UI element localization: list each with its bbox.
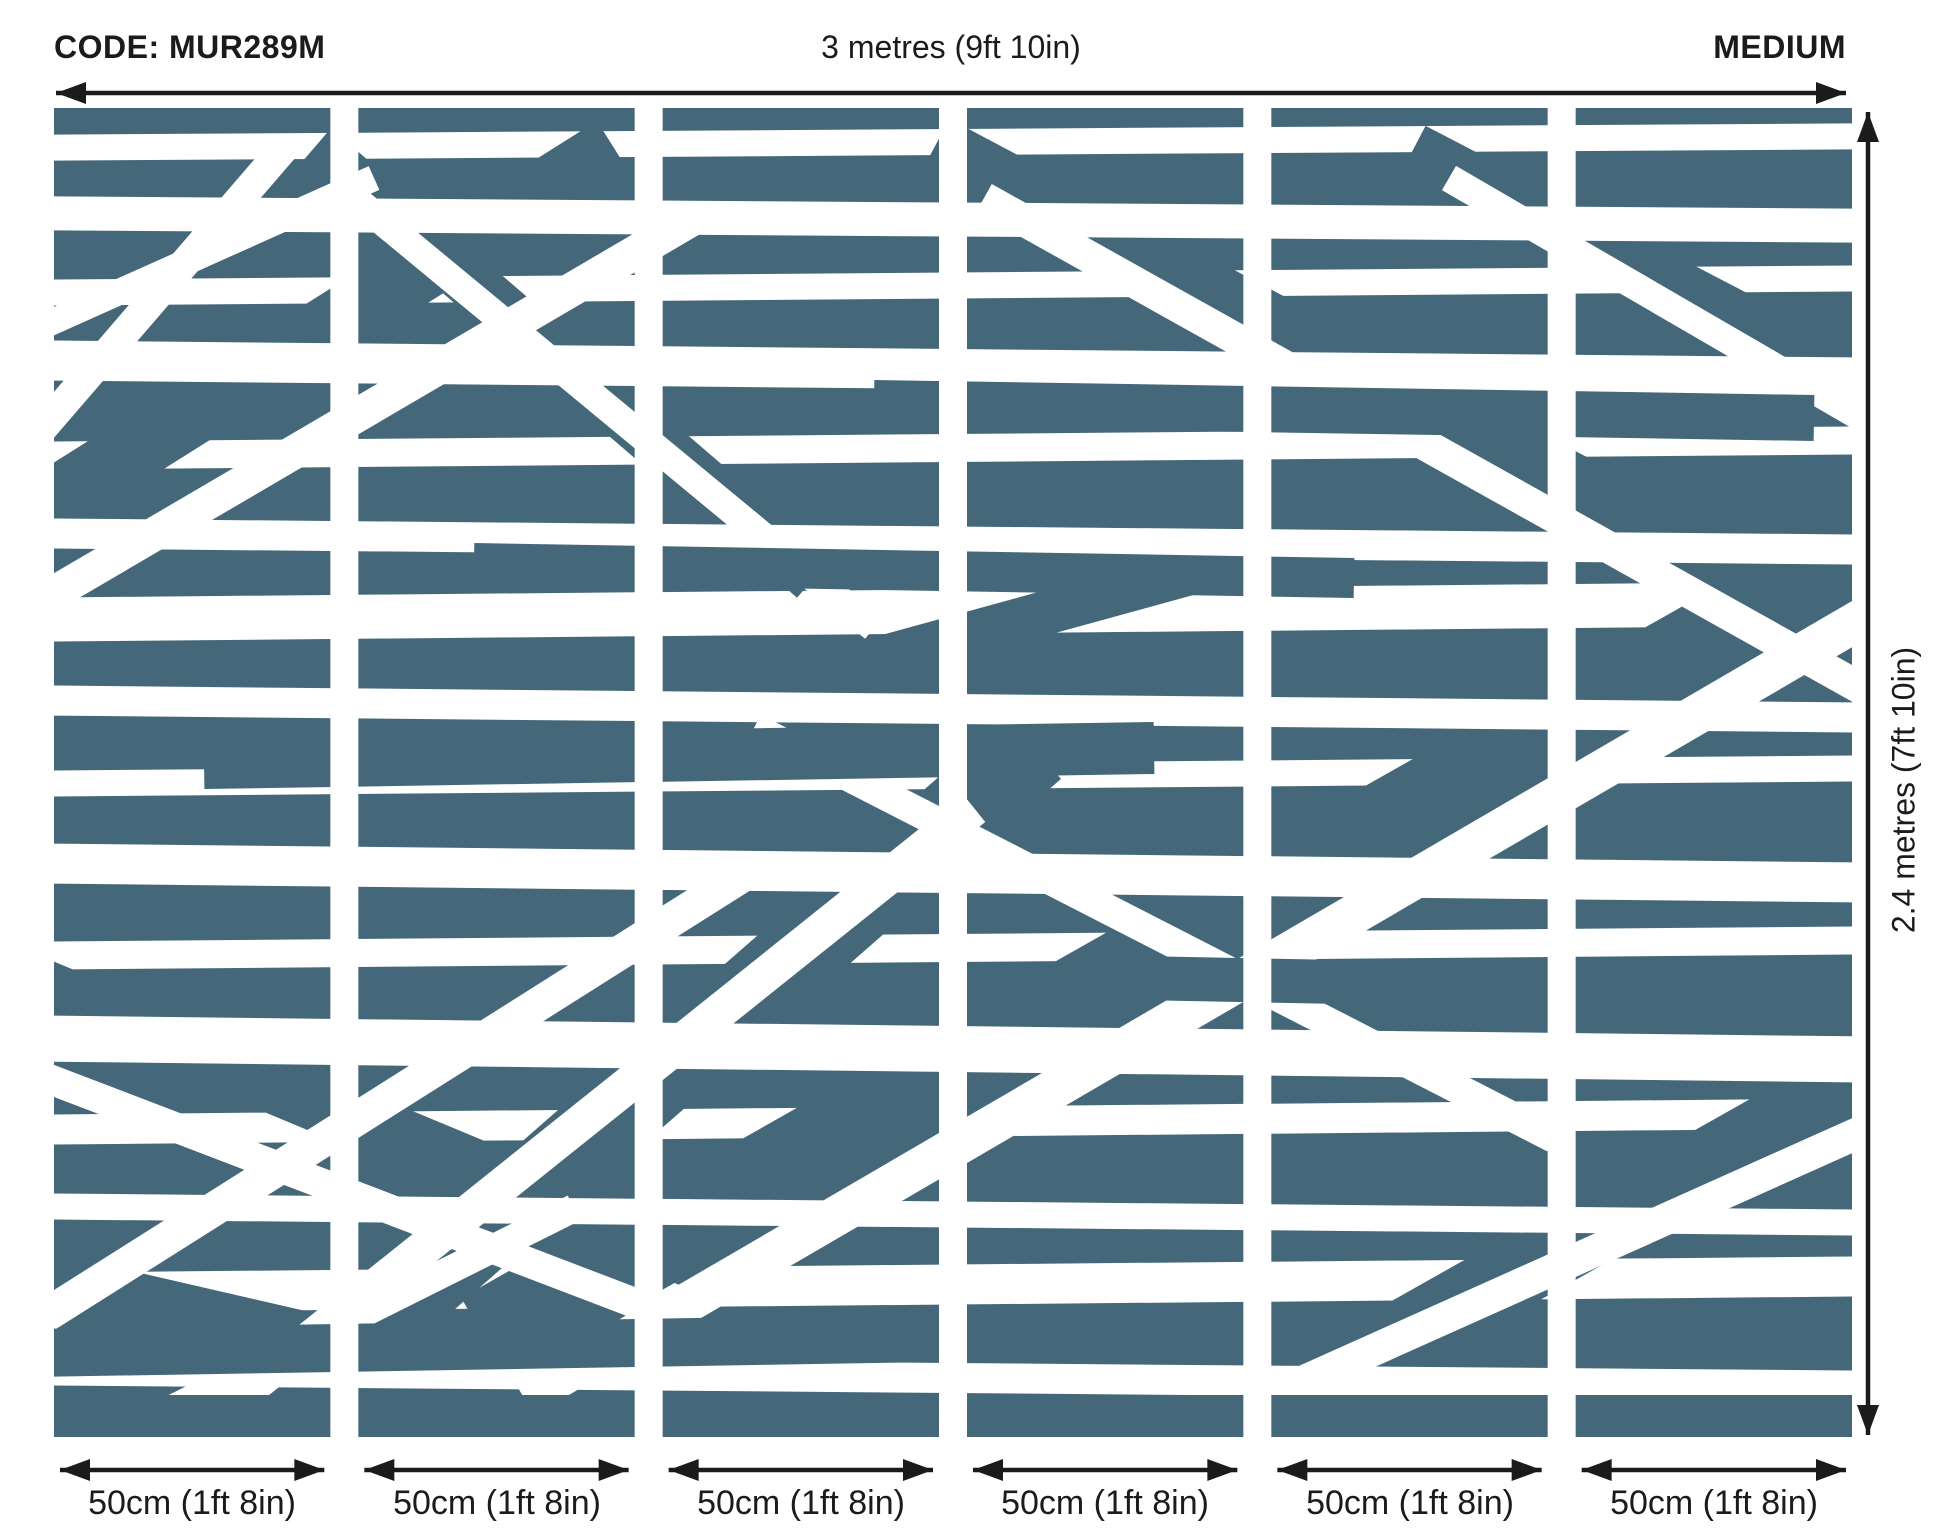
- product-code-label: CODE: MUR289M: [54, 29, 326, 65]
- panel-width-label-4: 50cm (1ft 8in): [1001, 1484, 1209, 1522]
- panel-width-arrow-4: [973, 1459, 1238, 1481]
- total-width-label: 3 metres (9ft 10in): [821, 29, 1081, 65]
- panel-width-label-2: 50cm (1ft 8in): [393, 1484, 601, 1522]
- panel-width-arrow-1: [60, 1459, 325, 1481]
- panel-width-arrow-5: [1277, 1459, 1542, 1481]
- panel-gutter-5: [1547, 108, 1576, 1437]
- panel-gutter-1: [330, 108, 359, 1437]
- panel-gutter-2: [634, 108, 663, 1437]
- panel-width-arrow-2: [364, 1459, 629, 1481]
- panel-width-arrow-3: [668, 1459, 933, 1481]
- panel-width-label-6: 50cm (1ft 8in): [1610, 1484, 1818, 1522]
- panel-width-arrow-6: [1581, 1459, 1846, 1481]
- panel-width-label-1: 50cm (1ft 8in): [88, 1484, 296, 1522]
- total-width-arrow: [56, 82, 1846, 104]
- wallpaper-pattern: [54, 108, 1852, 1437]
- total-height-arrow: [1857, 112, 1879, 1435]
- panel-width-label-5: 50cm (1ft 8in): [1306, 1484, 1514, 1522]
- panel-gutter-3: [939, 108, 967, 1437]
- panel-gutter-4: [1243, 108, 1272, 1437]
- size-badge: MEDIUM: [1713, 29, 1846, 65]
- panel-width-label-3: 50cm (1ft 8in): [697, 1484, 905, 1522]
- total-height-label: 2.4 metres (7ft 10in): [1885, 646, 1922, 934]
